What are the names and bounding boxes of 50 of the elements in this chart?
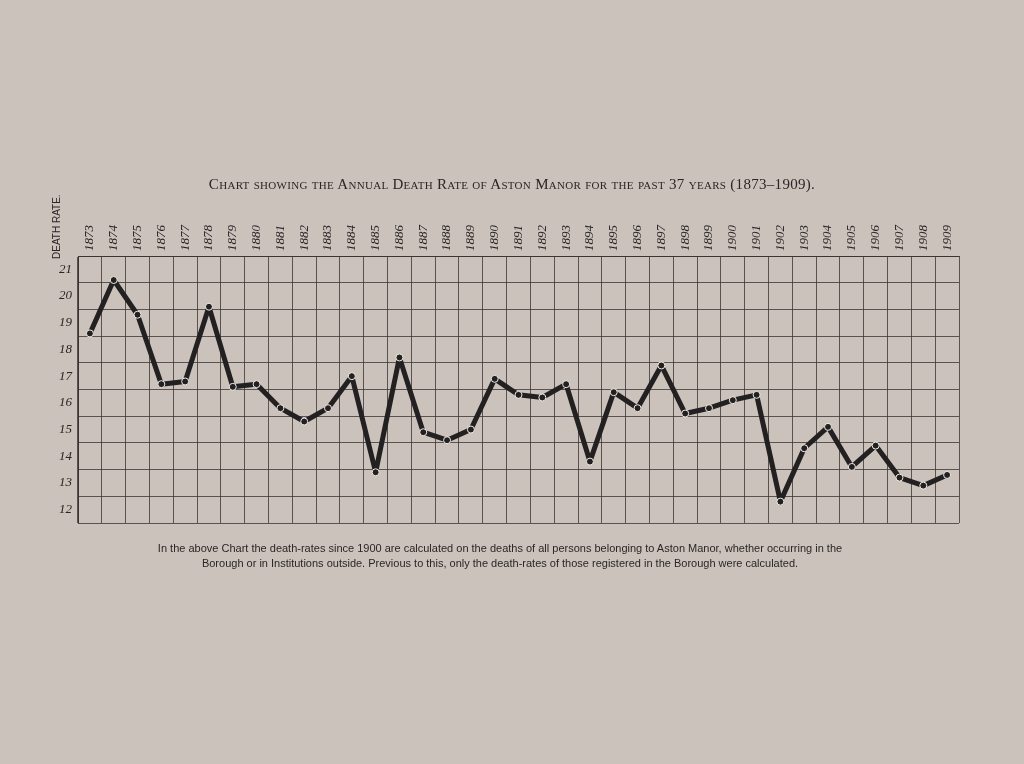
x-tick-label: 1900: [724, 224, 740, 251]
x-tick-label: 1873: [81, 224, 97, 251]
y-tick-label: 16: [59, 394, 73, 410]
y-tick-label: 21: [59, 260, 72, 276]
x-tick-label: 1904: [819, 224, 835, 251]
y-tick-label: 17: [59, 367, 73, 383]
x-tick-label: 1893: [557, 224, 573, 251]
x-tick-label: 1895: [605, 224, 621, 251]
x-tick-label: 1890: [486, 224, 502, 251]
x-tick-label: 1901: [748, 225, 764, 251]
x-tick-label: 1902: [771, 224, 787, 251]
x-tick-label: 1882: [295, 224, 311, 251]
chart-title: Chart showing the Annual Death Rate of Aston Manor for the past 37 years (1873–1909).: [207, 176, 817, 193]
x-tick-label: 1875: [128, 224, 144, 251]
x-tick-label: 1874: [105, 224, 121, 251]
x-tick-label: 1907: [890, 224, 906, 251]
x-tick-label: 1891: [509, 225, 525, 251]
x-tick-label: 1899: [700, 224, 716, 251]
x-tick-label: 1887: [414, 224, 430, 251]
y-tick-label: 20: [59, 287, 73, 303]
x-tick-label: 1906: [867, 224, 883, 251]
x-tick-label: 1880: [248, 224, 263, 251]
y-tick-label: 12: [59, 501, 73, 517]
x-tick-label: 1894: [581, 224, 597, 251]
x-tick-label: 1877: [176, 224, 192, 251]
x-tick-label: 1905: [843, 224, 859, 251]
x-tick-label: 1878: [200, 224, 216, 251]
x-tick-label: 1885: [367, 224, 383, 251]
x-tick-label: 1884: [343, 224, 359, 251]
y-tick-label: 19: [59, 314, 73, 330]
text: In the above Chart the death-rates since 1900 are calculated on the deaths of all persons belonging to Aston Manor, whether occurring in the Borough or in Institutions outside. Previous to this, only the death-rates of those registered in the Borough were calculated.: [156, 541, 844, 571]
y-axis-title: DEATH RATE.: [51, 194, 62, 259]
x-tick-label: 1903: [795, 224, 811, 251]
x-tick-label: 1908: [914, 224, 930, 251]
x-tick-label: 1897: [652, 224, 668, 251]
x-tick-label: 1909: [938, 224, 954, 251]
x-tick-label: 1886: [390, 224, 406, 251]
y-tick-label: 18: [59, 340, 73, 356]
x-tick-label: 1898: [676, 224, 692, 251]
x-tick-label: 1881: [271, 225, 287, 251]
y-tick-label: 14: [59, 447, 73, 463]
x-tick-label: 1876: [152, 224, 168, 251]
x-tick-label: 1888: [438, 224, 454, 251]
x-tick-label: 1896: [628, 224, 644, 251]
x-tick-label: 1883: [319, 224, 335, 251]
x-tick-label: 1879: [224, 224, 240, 251]
y-tick-label: 15: [59, 420, 73, 436]
x-tick-label: 1889: [462, 224, 478, 251]
y-tick-label: 13: [59, 474, 73, 490]
x-tick-label: 1892: [533, 224, 549, 251]
